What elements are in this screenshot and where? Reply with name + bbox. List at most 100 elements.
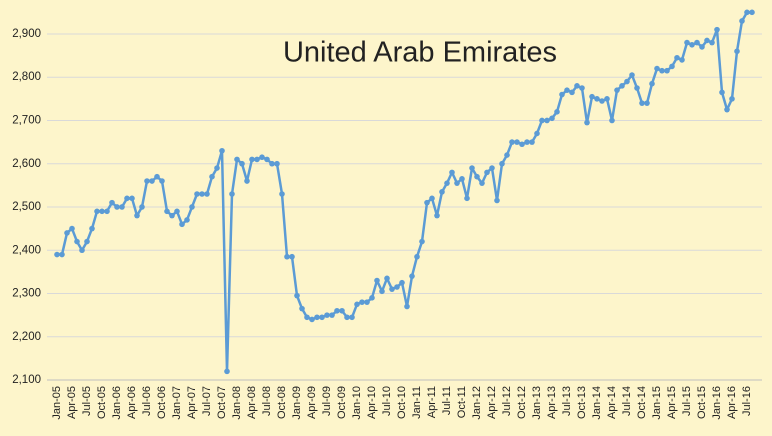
point [349, 314, 355, 321]
point [634, 85, 640, 91]
point [189, 204, 195, 210]
point [489, 165, 495, 171]
point [509, 139, 515, 145]
point [739, 18, 745, 24]
point [619, 83, 625, 89]
point [429, 195, 435, 202]
point [724, 106, 730, 113]
point [184, 217, 190, 223]
point [409, 273, 415, 279]
point [299, 305, 305, 312]
point [94, 208, 100, 215]
point [544, 117, 550, 124]
x-tick-label: Jan-12 [471, 386, 483, 420]
x-tick-label: Jul-06 [141, 386, 153, 416]
point [404, 303, 410, 310]
point [269, 160, 275, 167]
point [129, 195, 135, 202]
point [744, 9, 750, 16]
point [734, 48, 740, 55]
y-tick-label: 2,600 [12, 158, 41, 170]
point [209, 173, 215, 180]
point [574, 83, 580, 89]
x-tick-label: Oct-08 [276, 386, 288, 419]
x-tick-label: Jul-08 [261, 386, 273, 416]
point [114, 204, 120, 210]
y-tick-label: 2,500 [12, 201, 41, 213]
point [119, 204, 125, 210]
point [359, 299, 365, 305]
point [414, 253, 420, 260]
point [664, 67, 670, 74]
x-tick-label: Jan-14 [591, 386, 603, 420]
point [79, 247, 85, 254]
point [564, 87, 570, 93]
point [54, 251, 60, 258]
point [229, 191, 235, 197]
point [534, 130, 540, 137]
point [334, 307, 340, 314]
x-tick-label: Oct-10 [396, 386, 408, 419]
point [394, 284, 400, 290]
point [319, 314, 325, 321]
point [64, 230, 70, 236]
x-tick-label: Apr-08 [246, 386, 258, 419]
point [729, 96, 735, 102]
point [654, 65, 660, 72]
point [609, 117, 615, 124]
point [424, 199, 430, 206]
x-tick-label: Apr-12 [486, 386, 498, 419]
point [204, 191, 210, 197]
x-tick-label: Apr-16 [726, 386, 738, 419]
point [374, 277, 380, 284]
point [559, 91, 565, 98]
x-tick-label: Jan-08 [231, 386, 243, 420]
point [579, 85, 585, 91]
point [84, 238, 90, 245]
point [549, 115, 555, 122]
x-tick-label: Jul-14 [621, 386, 633, 416]
point [539, 117, 545, 124]
point [74, 238, 80, 245]
point [109, 199, 115, 206]
x-tick-label: Apr-06 [126, 386, 138, 419]
x-tick-label: Jul-09 [321, 386, 333, 416]
point [234, 156, 240, 163]
point [224, 368, 230, 375]
x-tick-label: Jan-07 [171, 386, 183, 420]
x-tick-label: Jan-09 [291, 386, 303, 420]
point [289, 253, 295, 260]
point [124, 195, 130, 202]
point [719, 89, 725, 96]
point [649, 80, 655, 87]
point [569, 89, 575, 96]
x-tick-label: Jan-13 [531, 386, 543, 420]
point [499, 160, 505, 167]
point [314, 314, 320, 321]
point [179, 221, 185, 228]
x-tick-label: Jul-13 [561, 386, 573, 416]
point [624, 78, 630, 85]
x-tick-label: Apr-10 [366, 386, 378, 419]
point [159, 178, 165, 184]
x-tick-label: Oct-14 [636, 386, 648, 419]
point [139, 204, 145, 210]
point [194, 191, 200, 197]
point [484, 169, 490, 176]
point [354, 301, 360, 308]
point [169, 212, 175, 219]
point [434, 212, 440, 219]
point [324, 312, 330, 318]
point [369, 295, 375, 301]
point [249, 156, 255, 163]
point [584, 119, 590, 126]
y-tick-label: 2,400 [12, 244, 41, 256]
x-tick-label: Apr-14 [606, 386, 618, 419]
y-tick-label: 2,900 [12, 28, 41, 40]
point [614, 87, 620, 93]
point [594, 96, 600, 102]
point [674, 54, 680, 61]
point [644, 100, 650, 106]
x-tick-label: Jul-12 [501, 386, 513, 416]
